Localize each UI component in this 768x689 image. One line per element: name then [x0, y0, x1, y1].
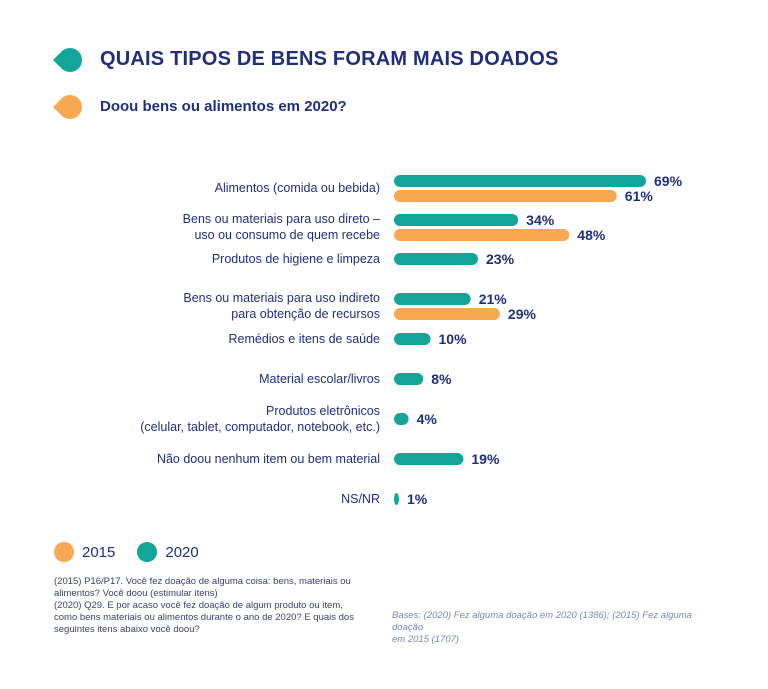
- category-label-line: Produtos de higiene e limpeza: [211, 252, 380, 266]
- category-label-line: para obtenção de recursos: [231, 307, 380, 321]
- methodology-note: (2015) P16/P17. Você fez doação de algum…: [54, 576, 384, 636]
- series-2020-value-label: 21%: [479, 291, 508, 307]
- series-2015-value-label: 48%: [577, 227, 606, 243]
- series-2020-value-label: 4%: [417, 411, 438, 427]
- category-label: Bens ou materiais para uso direto – uso o…: [80, 211, 380, 243]
- chart-title: QUAIS TIPOS DE BENS FORAM MAIS DOADOS: [100, 48, 559, 70]
- category-label-line: (celular, tablet, computador, notebook, …: [140, 420, 380, 434]
- category-label-line: uso ou consumo de quem recebe: [194, 228, 380, 242]
- bases-note: Bases: (2020) Fez alguma doação em 2020 …: [392, 610, 722, 646]
- series-2020-value-label: 69%: [654, 173, 683, 189]
- bases-line: Bases: (2020) Fez alguma doação em 2020 …: [392, 610, 692, 633]
- series-2020-bar: [394, 413, 409, 425]
- chart-subtitle: Doou bens ou alimentos em 2020?: [100, 98, 347, 115]
- series-2015-value-label: 29%: [508, 306, 537, 322]
- series-2020-value-label: 8%: [431, 371, 452, 387]
- category-label: Alimentos (comida ou bebida): [80, 180, 380, 196]
- series-2020-value-label: 34%: [526, 212, 555, 228]
- series-2020-bar: [394, 373, 424, 385]
- legend: 2015 2020: [54, 542, 221, 562]
- series-2015-bar: [394, 308, 500, 320]
- category-label: Produtos de higiene e limpeza: [80, 251, 380, 267]
- series-2020-bar: [394, 253, 478, 265]
- note-line: seguintes itens abaixo você doou?: [54, 624, 200, 635]
- category-label: NS/NR: [80, 491, 380, 507]
- series-2020-bar: [394, 493, 399, 505]
- series-2020-bar: [394, 175, 646, 187]
- category-label-line: Bens ou materiais para uso direto –: [182, 212, 380, 226]
- category-label-line: Não doou nenhum item ou bem material: [156, 452, 380, 466]
- series-2020-bar: [394, 333, 431, 345]
- bases-line: em 2015 (1707): [392, 634, 460, 645]
- note-line: (2020) Q29. E por acaso você fez doação …: [54, 600, 343, 611]
- series-2020-value-label: 19%: [471, 451, 500, 467]
- series-2020-value-label: 23%: [486, 251, 515, 267]
- category-label-line: Produtos eletrônicos: [266, 404, 380, 418]
- category-label-line: Alimentos (comida ou bebida): [214, 181, 380, 195]
- legend-2020-swatch: [137, 542, 158, 562]
- series-2015-bar: [394, 229, 570, 241]
- series-2020-bar: [394, 293, 471, 305]
- category-label-line: Remédios e itens de saúde: [228, 332, 380, 346]
- category-label: Bens ou materiais para uso indireto para …: [80, 290, 380, 322]
- legend-item-2015: 2015: [54, 542, 115, 562]
- category-label: Remédios e itens de saúde: [80, 331, 380, 347]
- series-2020-value-label: 10%: [439, 331, 468, 347]
- series-2015-bar: [394, 190, 617, 202]
- legend-2020-label: 2020: [165, 543, 199, 561]
- series-2020-bar: [394, 453, 464, 465]
- series-2015-value-label: 61%: [625, 188, 654, 204]
- bar-chart: 69%61% 34% 48% 23% 21%29% 10% 8% 4% 19% 1%: [394, 173, 683, 507]
- category-label-line: Material escolar/livros: [259, 372, 380, 386]
- note-line: como bens materiais ou alimentos durante…: [54, 612, 354, 623]
- series-2020-value-label: 1%: [407, 491, 428, 507]
- category-label: Produtos eletrônicos (celular, tablet, co…: [80, 403, 380, 435]
- category-label-line: Bens ou materiais para uso indireto: [183, 291, 380, 305]
- note-line: (2015) P16/P17. Você fez doação de algum…: [54, 576, 351, 587]
- series-2020-bar: [394, 214, 519, 226]
- legend-2015-label: 2015: [82, 543, 116, 561]
- note-line: alimentos? Você doou (estimular itens): [54, 588, 218, 599]
- category-label: Não doou nenhum item ou bem material: [80, 451, 380, 467]
- category-label: Material escolar/livros: [80, 371, 380, 387]
- legend-item-2020: 2020: [137, 542, 199, 562]
- category-label-line: NS/NR: [341, 492, 380, 506]
- legend-2015-swatch: [54, 542, 74, 562]
